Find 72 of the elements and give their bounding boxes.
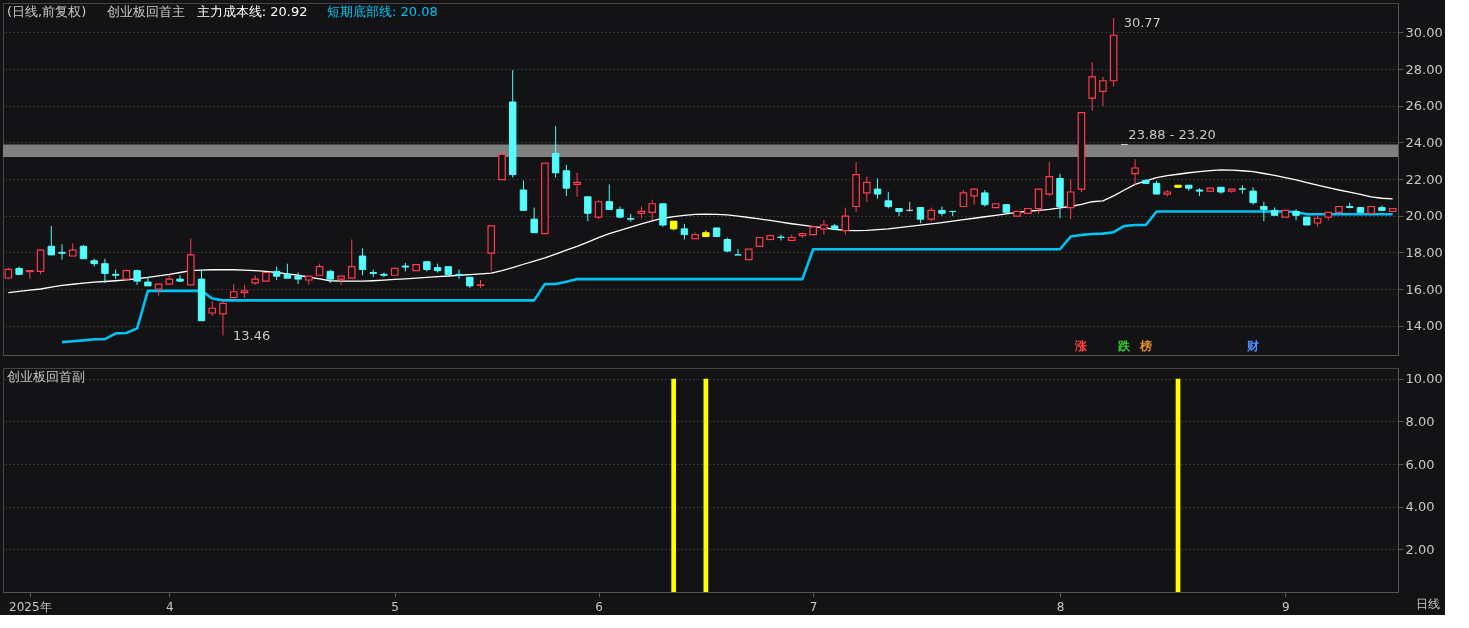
y-tick-label: 30.00 xyxy=(1405,24,1443,40)
y-tick-label: 14.00 xyxy=(1405,318,1443,334)
y-tick-label: 18.00 xyxy=(1405,244,1443,260)
candlestick xyxy=(358,247,367,276)
y-tick-label: 16.00 xyxy=(1405,281,1443,297)
text: 主力成本线: 20.92 xyxy=(196,4,308,19)
candlestick xyxy=(734,248,742,256)
candlestick xyxy=(605,183,614,210)
chart-subtitle: (日线,前复权) xyxy=(7,4,87,19)
y-tick-label: 6.00 xyxy=(1405,456,1435,472)
candlestick xyxy=(841,207,850,236)
candlestick xyxy=(58,243,66,261)
y-tick-label: 10.00 xyxy=(1405,371,1443,387)
candlestick xyxy=(455,269,463,280)
chart-title: 创业板回首主 xyxy=(106,4,185,19)
x-tick-label: 2025年 xyxy=(9,599,52,614)
candlestick xyxy=(777,234,785,241)
candlestick xyxy=(863,176,871,203)
annotation: 13.46 xyxy=(232,327,271,343)
band-label: 23.88 - 23.20 xyxy=(1128,126,1216,142)
candlestick xyxy=(820,219,828,236)
x-tick-label: 4 xyxy=(166,599,174,614)
y-tick-label: 2.00 xyxy=(1405,541,1435,557)
text: 短期底部线: 20.08 xyxy=(327,4,438,19)
chart-title: 创业板回首副 xyxy=(7,369,85,384)
candlestick xyxy=(294,272,302,285)
candlestick xyxy=(573,172,581,198)
candlestick xyxy=(36,249,45,275)
y-tick-label: 26.00 xyxy=(1405,98,1443,114)
y-tick-label: 20.00 xyxy=(1405,208,1443,224)
candlestick xyxy=(347,239,356,279)
candlestick xyxy=(551,125,560,179)
candlestick xyxy=(530,207,538,234)
annotation: 涨 xyxy=(1074,339,1089,353)
candlestick xyxy=(1088,61,1096,112)
candlestick xyxy=(1292,208,1300,221)
candlestick xyxy=(659,203,667,228)
candlestick xyxy=(101,258,109,284)
candlestick xyxy=(895,208,903,217)
candlestick xyxy=(1034,188,1043,215)
candlestick xyxy=(1066,179,1075,220)
y-tick-label: 28.00 xyxy=(1405,61,1443,77)
x-tick-label: 6 xyxy=(595,599,603,614)
candlestick xyxy=(219,300,227,337)
line-series xyxy=(7,169,1394,294)
candlestick xyxy=(1260,201,1268,222)
y-tick-label: 24.00 xyxy=(1405,134,1443,150)
x-tick-label: 8 xyxy=(1056,599,1065,614)
candlestick xyxy=(47,225,56,256)
y-tick-label: 8.00 xyxy=(1405,413,1435,429)
candlestick xyxy=(938,206,946,217)
annotation: 榜 xyxy=(1138,339,1152,353)
x-tick-label: 7 xyxy=(809,599,818,614)
candlestick xyxy=(594,199,603,220)
candlestick xyxy=(519,179,528,211)
text: 日线 xyxy=(1416,597,1440,611)
candlestick xyxy=(648,199,657,221)
candlestick xyxy=(1099,76,1107,107)
y-tick-label: 22.00 xyxy=(1405,171,1443,187)
candlestick xyxy=(1045,161,1054,197)
x-tick-label: 9 xyxy=(1282,599,1290,614)
x-tick-label: 5 xyxy=(391,599,399,614)
annotation: 30.77 xyxy=(1123,15,1161,31)
candlestick xyxy=(873,177,882,200)
candlestick xyxy=(584,196,592,222)
candlestick xyxy=(562,164,571,197)
candlestick xyxy=(337,275,345,286)
annotation: 跌 xyxy=(1117,339,1132,353)
candlestick xyxy=(970,187,978,206)
candlestick xyxy=(1131,158,1139,186)
y-tick-label: 4.00 xyxy=(1405,499,1435,515)
annotation: 财 xyxy=(1246,339,1260,353)
